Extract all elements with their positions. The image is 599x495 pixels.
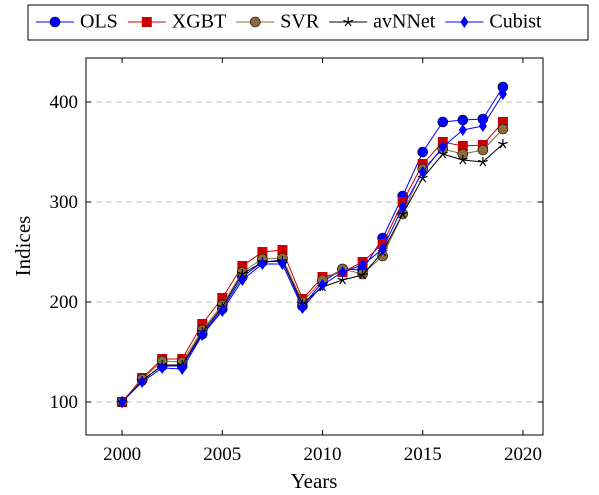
y-tick-label: 400 <box>50 92 79 113</box>
x-axis-label: Years <box>291 469 338 493</box>
marker <box>158 362 167 374</box>
marker <box>198 329 207 341</box>
marker <box>318 279 327 291</box>
marker <box>498 88 507 100</box>
marker <box>478 120 487 132</box>
marker <box>238 274 247 286</box>
x-tick-label: 2000 <box>103 444 141 465</box>
marker <box>497 123 509 135</box>
x-tick-label: 2010 <box>304 444 342 465</box>
marker <box>438 141 447 153</box>
x-tick-label: 2005 <box>203 444 241 465</box>
legend-label: avNNet <box>373 11 436 33</box>
marker <box>217 293 228 303</box>
marker <box>457 141 468 151</box>
marker <box>141 17 152 27</box>
marker <box>138 376 147 388</box>
marker <box>249 16 261 28</box>
marker <box>417 146 429 158</box>
marker <box>257 247 268 257</box>
marker <box>378 243 387 255</box>
marker <box>457 114 469 126</box>
marker <box>477 157 488 167</box>
marker <box>418 166 427 178</box>
marker <box>358 259 367 271</box>
marker <box>457 155 468 165</box>
marker <box>357 270 368 280</box>
marker <box>437 116 449 128</box>
legend-box <box>27 4 589 41</box>
marker <box>258 258 267 270</box>
legend-label: Cubist <box>489 11 542 33</box>
series-line <box>121 93 504 403</box>
marker <box>197 319 208 329</box>
marker <box>49 16 61 28</box>
marker <box>338 266 347 278</box>
marker <box>343 17 354 27</box>
marker <box>458 124 467 136</box>
marker <box>497 117 508 127</box>
marker <box>237 269 248 279</box>
y-tick-label: 200 <box>50 292 79 313</box>
marker <box>298 302 307 314</box>
marker <box>477 144 489 156</box>
legend-label: XGBT <box>172 11 226 33</box>
marker <box>237 261 248 271</box>
y-tick-label: 300 <box>50 192 79 213</box>
legend-label: SVR <box>280 11 320 33</box>
plot-frame <box>85 57 544 436</box>
marker <box>218 305 227 317</box>
marker <box>460 16 469 28</box>
marker <box>497 139 508 149</box>
marker <box>178 363 187 375</box>
legend-label: OLS <box>80 11 118 33</box>
x-tick-label: 2020 <box>504 444 542 465</box>
y-axis-label: Indices <box>11 216 35 277</box>
x-tick-label: 2015 <box>404 444 442 465</box>
marker <box>398 201 407 213</box>
marker <box>278 258 287 270</box>
series-line <box>121 143 504 403</box>
y-tick-label: 100 <box>50 392 79 413</box>
marker <box>118 396 127 408</box>
marker <box>277 245 288 255</box>
